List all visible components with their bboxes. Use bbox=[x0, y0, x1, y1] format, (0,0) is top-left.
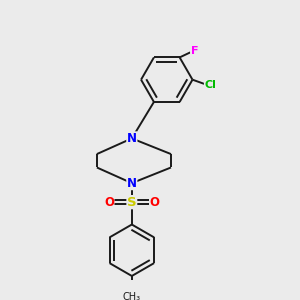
Text: N: N bbox=[127, 177, 137, 190]
Text: Cl: Cl bbox=[205, 80, 216, 90]
Text: N: N bbox=[127, 132, 137, 145]
Text: CH₃: CH₃ bbox=[123, 292, 141, 300]
Text: O: O bbox=[104, 196, 114, 209]
Text: S: S bbox=[127, 196, 136, 209]
Text: F: F bbox=[191, 46, 198, 56]
Text: O: O bbox=[150, 196, 160, 209]
